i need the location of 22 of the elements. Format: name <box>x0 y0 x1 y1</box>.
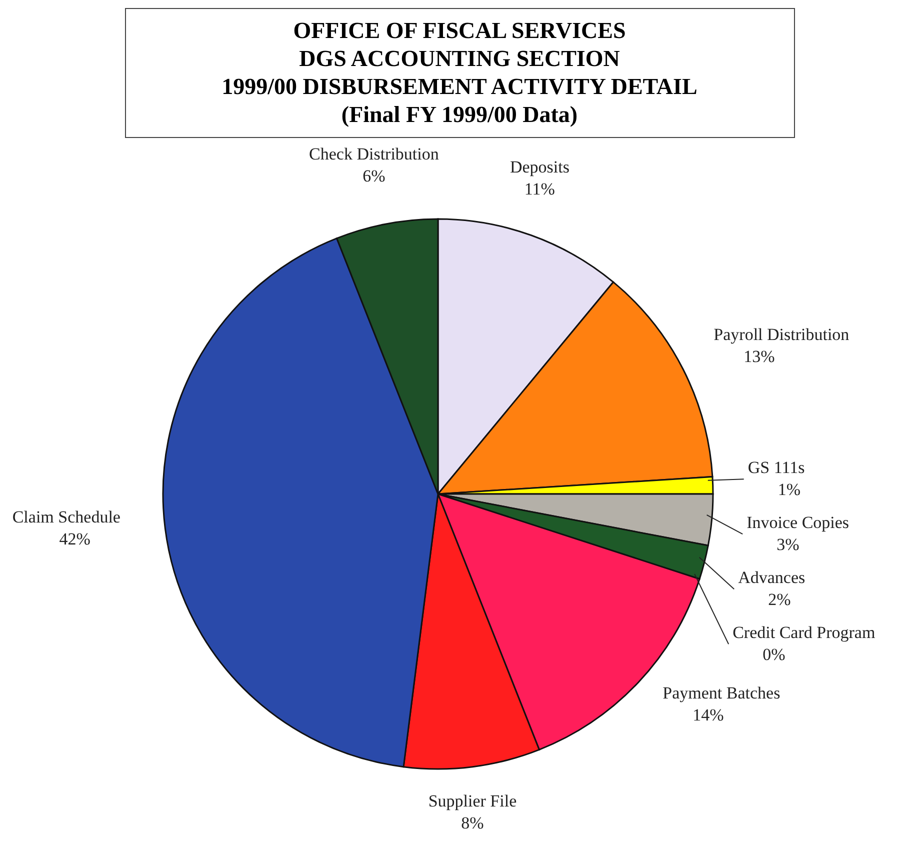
slice-label: Check Distribution <box>309 144 440 164</box>
data-label: 14% <box>692 706 724 725</box>
slice-label: Payment Batches <box>662 684 780 703</box>
data-label: 1% <box>778 480 801 500</box>
text: 0% <box>762 645 786 664</box>
slice-label: Claim Schedule <box>12 507 120 526</box>
slice-label: Payroll Distribution <box>714 324 850 344</box>
data-label: 42% <box>59 529 90 548</box>
data-label: 11% <box>524 180 555 199</box>
data-label: 8% <box>461 814 484 833</box>
slice-label: Advances <box>738 568 806 588</box>
chart-subtitle: (Final FY 1999/00 Data) <box>340 101 579 129</box>
slice-label: Supplier File <box>428 792 517 811</box>
data-label: 2% <box>768 590 791 610</box>
data-label: 3% <box>776 535 800 554</box>
category-label: Credit Card Program <box>732 623 876 642</box>
chart-title: OFFICE OF FISCAL SERVICES DGS ACCOUNTING SECTION 1999/00 DISBURSEMENT ACTIVITY DETAIL <box>220 17 698 101</box>
slice-label: GS 111s <box>748 458 805 478</box>
data-label: 13% <box>744 346 775 366</box>
slice-label: Deposits <box>510 158 570 177</box>
data-label: 6% <box>362 166 386 186</box>
slice-label: Invoice Copies <box>746 513 850 532</box>
